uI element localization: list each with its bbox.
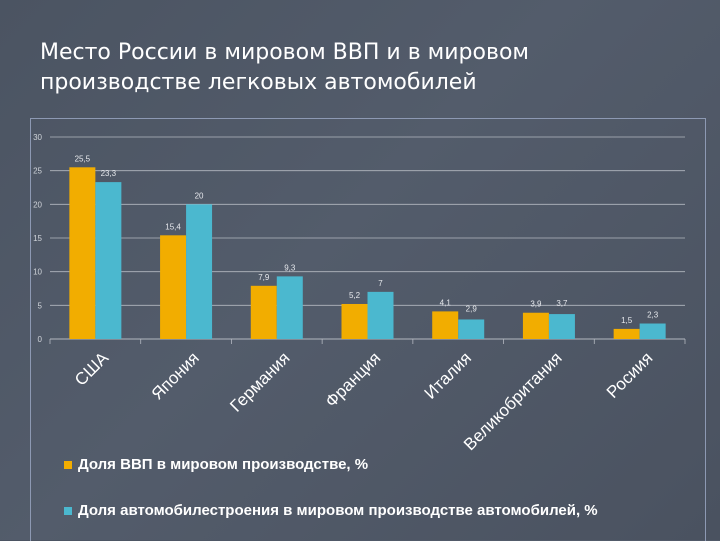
data-label: 2,3 [647, 311, 659, 320]
data-label: 7,9 [258, 273, 270, 282]
bar-auto [186, 204, 213, 339]
data-label: 20 [195, 191, 204, 200]
y-tick-label: 0 [38, 335, 43, 344]
data-label: 2,9 [466, 304, 478, 313]
legend-item-gdp: Доля ВВП в мировом производстве, % [64, 456, 368, 473]
bar-gdp [432, 311, 459, 339]
data-label: 1,5 [621, 316, 633, 325]
legend-item-auto: Доля автомобилестроения в мировом произв… [64, 502, 598, 519]
category-label: Япония [148, 348, 203, 403]
legend-label-gdp: Доля ВВП в мировом производстве, % [78, 456, 369, 473]
bar-auto [639, 323, 666, 339]
category-label: США [71, 348, 113, 390]
bar-gdp [160, 235, 187, 339]
bar-gdp [250, 285, 277, 339]
bar-auto [367, 291, 394, 339]
bar-gdp [69, 167, 96, 339]
category-label: Франция [322, 348, 385, 411]
y-tick-label: 10 [33, 268, 42, 277]
category-label: Италия [421, 348, 475, 402]
y-tick-label: 20 [33, 200, 42, 209]
y-tick-label: 25 [33, 167, 42, 176]
chart-frame [30, 118, 706, 541]
y-tick-label: 30 [33, 133, 42, 142]
data-label: 3,7 [556, 299, 568, 308]
legend-swatch-gdp [64, 460, 72, 469]
category-label: Германия [226, 348, 293, 415]
category-label: Великобритания [460, 348, 566, 454]
data-label: 3,9 [530, 300, 542, 309]
y-tick-label: 5 [38, 301, 43, 310]
data-label: 15,4 [165, 222, 181, 231]
y-tick-label: 15 [33, 234, 42, 243]
data-label: 7 [378, 279, 383, 288]
category-label: Росиия [603, 348, 657, 402]
bar-auto [95, 182, 122, 339]
bar-gdp [341, 303, 368, 339]
legend-swatch-auto [64, 506, 72, 515]
data-label: 9,3 [284, 263, 296, 272]
legend-label-auto: Доля автомобилестроения в мировом произв… [78, 502, 598, 519]
data-label: 23,3 [101, 169, 117, 178]
data-label: 4,1 [440, 298, 452, 307]
data-label: 25,5 [75, 154, 91, 163]
bar-gdp [522, 312, 549, 339]
data-label: 5,2 [349, 291, 361, 300]
bar-gdp [613, 328, 640, 339]
bar-auto [458, 319, 485, 339]
page-title: Место России в мировом ВВП и в мировом п… [40, 40, 529, 95]
bar-auto [548, 314, 575, 339]
bar-auto [276, 276, 303, 339]
